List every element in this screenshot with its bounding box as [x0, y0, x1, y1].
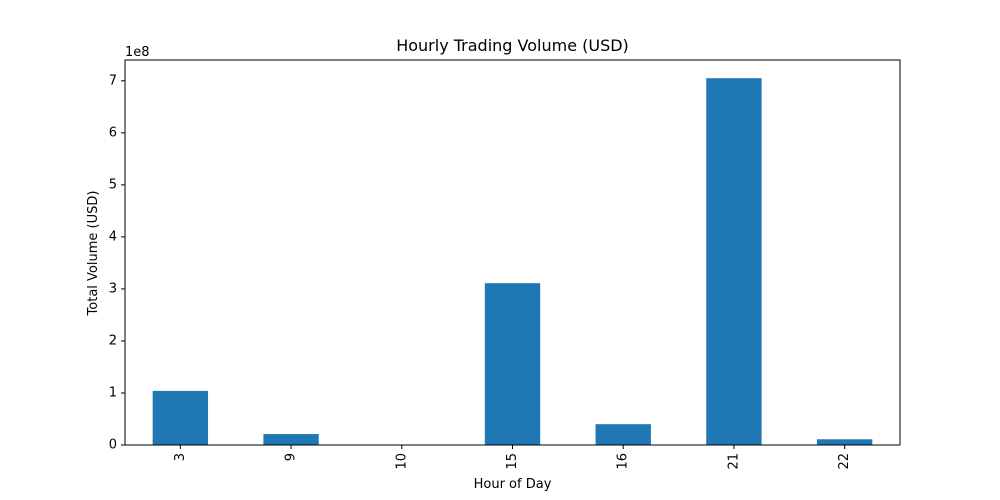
- bar-22: [816, 439, 873, 445]
- bar-3: [152, 390, 209, 445]
- y-ticks-group: 0 1 2 3 4 5 6 7: [109, 73, 125, 453]
- bar-9: [263, 434, 319, 445]
- x-tick-label: 15: [505, 453, 520, 470]
- y-tick-label: 3: [109, 281, 117, 296]
- y-axis-label: Total Volume (USD): [86, 191, 101, 317]
- x-tick-label: 10: [394, 453, 409, 470]
- y-tick-label: 5: [109, 177, 117, 192]
- bar-21: [706, 78, 762, 445]
- y-tick-label: 0: [109, 438, 117, 453]
- x-tick-label: 9: [284, 453, 299, 461]
- y-tick-label: 7: [109, 73, 117, 88]
- bar-16: [595, 424, 651, 445]
- y-tick-label: 2: [109, 333, 117, 348]
- plot-frame: [124, 59, 901, 446]
- x-tick-label: 21: [726, 453, 741, 470]
- x-ticks-group: 3 9 10 15 16 21 22: [173, 445, 852, 470]
- chart-title: Hourly Trading Volume (USD): [396, 36, 629, 55]
- x-axis-label: Hour of Day: [474, 477, 552, 492]
- y-tick-label: 1: [109, 385, 117, 400]
- y-tick-label: 6: [109, 125, 117, 140]
- bars-group: [152, 78, 873, 445]
- y-tick-label: 4: [109, 229, 117, 244]
- x-tick-label: 22: [837, 453, 852, 470]
- y-axis-offset-label: 1e8: [125, 45, 150, 60]
- x-tick-label: 16: [616, 453, 631, 470]
- x-tick-label: 3: [173, 453, 188, 461]
- bar-15: [484, 283, 541, 445]
